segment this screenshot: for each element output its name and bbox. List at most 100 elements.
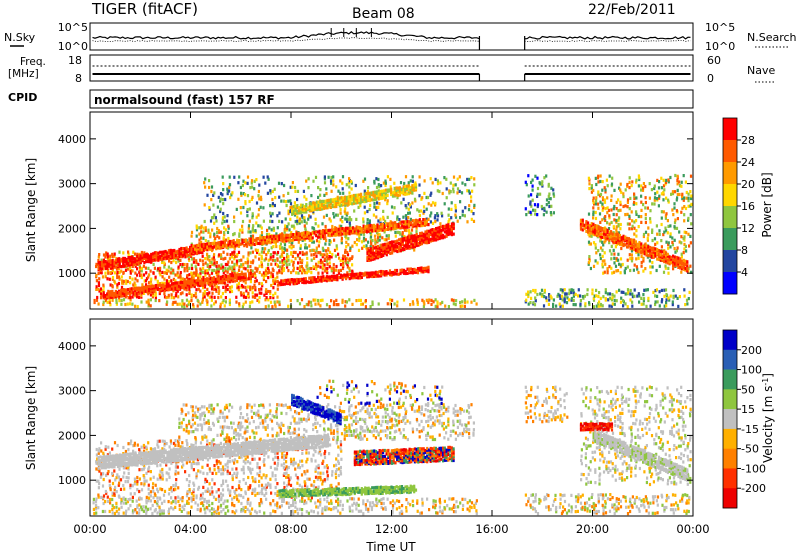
data-cell xyxy=(638,215,640,218)
data-cell xyxy=(261,273,263,276)
data-cell xyxy=(222,176,224,179)
data-cell xyxy=(226,214,228,217)
data-cell xyxy=(351,255,353,258)
data-cell xyxy=(613,225,615,228)
data-cell xyxy=(240,211,242,214)
nsearch-tick-bottom: 10^0 xyxy=(705,40,735,53)
data-cell xyxy=(329,261,331,264)
data-cell xyxy=(677,189,679,192)
data-cell xyxy=(661,186,663,189)
data-cell xyxy=(606,267,608,270)
data-cell xyxy=(227,261,229,264)
data-cell xyxy=(629,269,631,272)
data-cell xyxy=(238,239,240,242)
data-cell xyxy=(644,185,646,188)
data-cell xyxy=(258,190,260,193)
data-cell xyxy=(348,191,350,194)
data-cell xyxy=(689,235,691,238)
data-cell xyxy=(459,200,461,203)
data-cell xyxy=(168,266,170,269)
data-cell xyxy=(377,219,379,222)
data-cell xyxy=(690,241,692,244)
data-cell xyxy=(118,251,120,254)
data-cell xyxy=(595,246,597,249)
data-cell xyxy=(241,228,243,231)
data-cell xyxy=(629,292,631,295)
data-cell xyxy=(112,276,114,279)
data-cell xyxy=(650,305,652,308)
data-cell xyxy=(525,181,527,184)
data-cell xyxy=(427,196,429,199)
data-cell xyxy=(284,247,286,250)
data-cell xyxy=(163,278,165,281)
data-cell xyxy=(247,194,249,197)
data-cell xyxy=(385,238,387,241)
data-cell xyxy=(466,178,468,181)
data-cell xyxy=(277,226,279,229)
data-cell xyxy=(150,304,152,307)
data-cell xyxy=(224,257,226,260)
data-cell xyxy=(378,183,380,186)
data-cell xyxy=(367,186,369,189)
data-cell xyxy=(287,255,289,258)
data-cell xyxy=(137,305,139,308)
data-cell xyxy=(590,267,592,270)
data-cell xyxy=(376,186,378,189)
data-cell xyxy=(660,239,662,242)
data-cell xyxy=(377,206,379,209)
data-cell xyxy=(283,194,285,197)
data-cell xyxy=(304,243,306,246)
data-cell xyxy=(659,233,661,236)
data-cell xyxy=(631,184,633,187)
data-cell xyxy=(625,267,627,270)
data-cell xyxy=(661,245,663,248)
data-cell xyxy=(468,178,470,181)
data-cell xyxy=(152,271,154,274)
data-cell xyxy=(247,230,249,233)
data-cell xyxy=(688,244,690,247)
data-cell xyxy=(656,288,658,291)
data-cell xyxy=(667,272,669,275)
data-cell xyxy=(667,225,669,228)
data-cell xyxy=(229,183,231,186)
data-cell xyxy=(550,295,552,298)
data-cell xyxy=(307,186,309,189)
data-cell xyxy=(663,179,665,182)
data-cell xyxy=(446,187,448,190)
data-cell xyxy=(263,251,265,254)
data-cell xyxy=(127,303,129,306)
data-cell xyxy=(656,241,658,244)
data-cell xyxy=(678,193,680,196)
data-cell xyxy=(236,208,238,211)
data-cell xyxy=(280,200,282,203)
data-cell xyxy=(453,299,455,302)
data-cell xyxy=(114,271,116,274)
data-cell xyxy=(466,220,468,223)
data-cell xyxy=(448,305,450,308)
data-cell xyxy=(627,198,629,201)
data-cell xyxy=(260,288,262,291)
data-cell xyxy=(599,221,601,224)
data-cell xyxy=(317,225,319,228)
data-cell xyxy=(218,229,220,232)
data-cell xyxy=(387,175,389,178)
data-cell xyxy=(690,194,692,197)
data-cell xyxy=(620,183,622,186)
data-cell xyxy=(595,211,597,214)
data-cell xyxy=(112,299,114,302)
data-cell xyxy=(329,265,331,268)
data-cell xyxy=(427,266,429,269)
data-cell xyxy=(464,183,466,186)
data-cell xyxy=(310,267,312,270)
data-cell xyxy=(453,222,455,225)
data-cell xyxy=(200,230,202,233)
data-cell xyxy=(332,212,334,215)
data-cell xyxy=(306,246,308,249)
data-cell xyxy=(240,263,242,266)
data-cell xyxy=(601,203,603,206)
data-cell xyxy=(649,209,651,212)
data-cell xyxy=(159,267,161,270)
data-cell xyxy=(400,201,402,204)
data-cell xyxy=(210,304,212,307)
data-cell xyxy=(324,257,326,260)
